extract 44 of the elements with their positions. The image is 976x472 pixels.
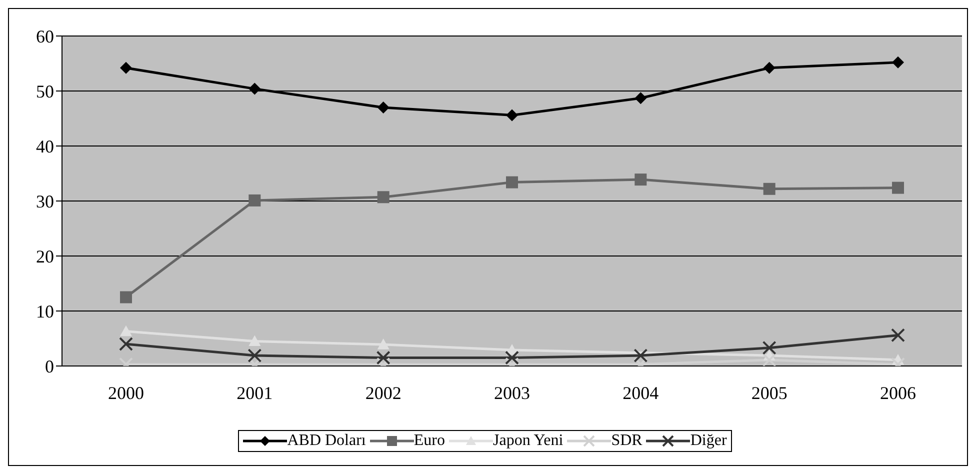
x-tick-label: 2001 (236, 382, 273, 403)
point (892, 182, 904, 194)
point (377, 338, 390, 350)
point (248, 335, 261, 346)
point (119, 337, 133, 351)
y-tick-label: 0 (45, 356, 54, 376)
y-tick-label: 10 (36, 301, 54, 322)
point (120, 325, 132, 336)
x-tick-label: 2000 (108, 382, 144, 403)
point (891, 328, 905, 342)
point (763, 62, 776, 74)
point (763, 182, 776, 195)
point (634, 348, 648, 363)
legend-label: Diğer (689, 432, 727, 450)
point (120, 291, 132, 304)
point (506, 109, 518, 122)
x-tick-label: 2004 (622, 382, 659, 403)
point (120, 62, 132, 74)
legend-label: Japon Yeni (492, 432, 564, 450)
x-tick-label: 2002 (365, 382, 402, 403)
point (634, 174, 647, 186)
legend-label: ABD Doları (286, 432, 366, 450)
point (248, 82, 261, 95)
y-tick-label: 30 (36, 191, 54, 212)
point (505, 350, 519, 365)
x-tick-label: 2003 (494, 382, 530, 403)
point (506, 176, 518, 188)
point (634, 92, 647, 104)
point (377, 102, 390, 114)
point (376, 350, 390, 365)
point (762, 340, 776, 355)
x-tick-label: 2005 (751, 382, 788, 403)
y-tick-label: 50 (36, 81, 54, 102)
legend-label: SDR (610, 432, 642, 450)
y-tick-label: 20 (36, 246, 54, 266)
legend-label: Euro (412, 432, 445, 450)
y-tick-label: 40 (36, 136, 54, 156)
point (892, 56, 904, 68)
point (248, 194, 261, 206)
point (762, 352, 776, 366)
point (248, 348, 262, 363)
point (377, 191, 390, 204)
x-tick-label: 2006 (880, 382, 916, 403)
y-tick-label: 60 (36, 26, 54, 46)
